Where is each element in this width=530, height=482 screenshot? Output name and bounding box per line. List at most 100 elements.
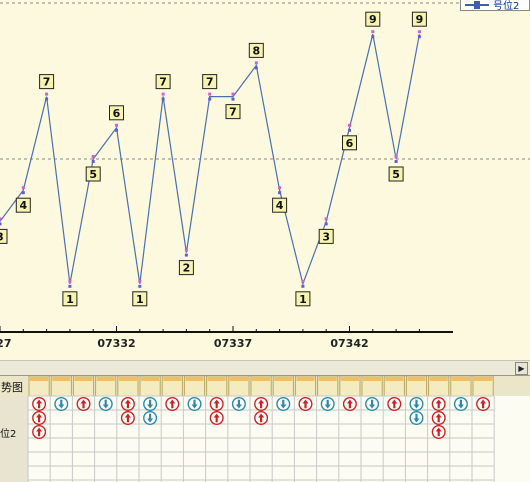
data-label: 7: [43, 76, 51, 89]
data-label-box: [132, 291, 148, 307]
up-arrow-glyph: [80, 399, 87, 409]
data-label-box: [15, 197, 31, 213]
up-arrow-glyph: [391, 399, 398, 409]
data-label-box: [202, 74, 218, 90]
header-cell-accent: [207, 377, 226, 381]
data-point-tick: [231, 97, 235, 101]
data-point: [115, 123, 118, 127]
data-point-tick: [348, 128, 351, 132]
data-point-tick: [45, 97, 49, 101]
series-line: [0, 34, 420, 286]
data-label-box: [365, 11, 381, 27]
header-cell-accent: [30, 377, 49, 381]
data-label-box: [0, 228, 8, 244]
header-cell-accent: [163, 377, 182, 381]
data-point: [394, 155, 398, 158]
grid-title: 势图: [1, 381, 23, 394]
down-arrow-glyph: [280, 399, 287, 409]
data-point-tick: [254, 66, 258, 70]
header-cell-accent: [429, 377, 448, 381]
x-tick-label: 07337: [214, 337, 252, 350]
data-point: [301, 279, 305, 283]
data-point-tick: [184, 253, 188, 257]
data-label-box: [155, 74, 171, 90]
data-label: 6: [113, 107, 121, 120]
data-label: 7: [206, 76, 214, 89]
header-cell-accent: [274, 377, 293, 381]
data-point-tick: [324, 222, 328, 226]
data-point-tick: [301, 284, 305, 288]
data-label: 4: [19, 199, 27, 212]
data-point: [371, 30, 375, 34]
data-label: 3: [0, 230, 4, 243]
data-label-box: [109, 105, 124, 121]
data-label-box: [178, 260, 194, 276]
header-cell-accent: [229, 377, 248, 381]
up-arrow-glyph: [213, 413, 220, 423]
data-label: 1: [136, 293, 144, 306]
data-label-box: [388, 166, 404, 182]
data-point: [68, 279, 72, 283]
data-label-box: [272, 197, 288, 213]
data-label-box: [295, 291, 311, 307]
row-label: 位2: [0, 427, 16, 440]
x-tick-label: 07342: [330, 337, 368, 350]
data-label: 9: [416, 13, 424, 26]
header-cell-accent: [296, 377, 315, 381]
data-point: [184, 248, 188, 252]
data-label: 2: [183, 262, 191, 275]
scroll-right-icon[interactable]: ▶: [515, 362, 528, 375]
data-label-box: [342, 135, 357, 151]
data-label: 9: [369, 13, 377, 26]
x-tick-label: 327: [0, 337, 11, 350]
data-point: [324, 217, 328, 221]
header-cell-accent: [451, 377, 470, 381]
header-cell-accent: [407, 377, 426, 381]
up-arrow-glyph: [302, 399, 309, 409]
data-label-box: [62, 291, 78, 307]
data-point-tick: [161, 97, 165, 101]
data-point-tick: [0, 222, 2, 226]
up-arrow-glyph: [169, 399, 176, 409]
data-point: [21, 186, 25, 190]
data-point-tick: [138, 284, 142, 288]
data-point-tick: [21, 191, 25, 195]
data-point: [45, 92, 49, 96]
data-label: 7: [229, 106, 237, 119]
data-label-box: [411, 11, 427, 27]
up-arrow-glyph: [36, 399, 43, 409]
down-arrow-glyph: [191, 399, 198, 409]
x-tick-label: 07332: [97, 337, 135, 350]
data-label-box: [248, 42, 264, 58]
legend: 号位2: [460, 0, 530, 12]
data-point-tick: [68, 284, 72, 288]
data-point: [278, 186, 282, 190]
header-cell-accent: [141, 377, 160, 381]
up-arrow-glyph: [258, 413, 265, 423]
legend-series-label: 号位2: [493, 1, 520, 12]
data-label: 4: [276, 199, 284, 212]
data-label: 1: [66, 293, 74, 306]
data-label: 7: [159, 76, 167, 89]
up-arrow-glyph: [435, 413, 442, 423]
data-point-tick: [394, 160, 398, 163]
data-point: [231, 92, 235, 96]
down-arrow-glyph: [324, 399, 331, 409]
data-point: [208, 92, 212, 96]
horizontal-splitter[interactable]: ▶: [0, 360, 530, 376]
down-arrow-glyph: [102, 399, 109, 409]
down-arrow-glyph: [235, 399, 242, 409]
up-arrow-glyph: [480, 399, 487, 409]
up-arrow-glyph: [435, 399, 442, 409]
header-cell-accent: [96, 377, 115, 381]
down-arrow-glyph: [369, 399, 376, 409]
down-arrow-glyph: [413, 399, 420, 409]
data-point: [0, 217, 2, 221]
data-point: [91, 155, 95, 158]
header-cell-accent: [385, 377, 404, 381]
down-arrow-glyph: [457, 399, 464, 409]
chart-svg: 327 07332 07337 07342 3 4 7 1 5 6 1 7 2 7 7 8 4 1 3 6 9 5 9: [0, 2, 530, 350]
trend-grid-panel: 势图位2: [0, 376, 530, 482]
header-cell-accent: [474, 377, 493, 381]
